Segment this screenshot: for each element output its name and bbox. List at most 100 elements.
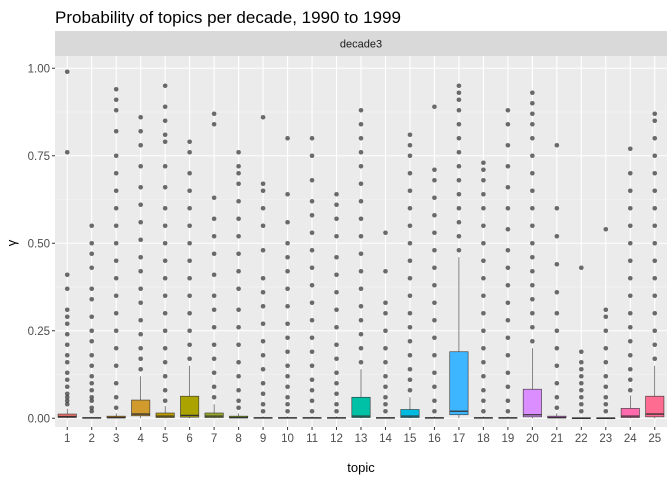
outlier-point — [334, 324, 339, 330]
outlier-point — [162, 387, 168, 393]
outlier-point — [309, 300, 315, 306]
outlier-point — [530, 240, 535, 246]
outlier-point — [334, 391, 339, 397]
outlier-point — [334, 370, 339, 376]
outlier-point — [456, 149, 462, 155]
outlier-point — [64, 286, 70, 292]
x-tick-label: 9 — [260, 433, 266, 445]
outlier-point — [236, 398, 241, 404]
outlier-point — [407, 338, 413, 344]
outlier-point — [481, 177, 486, 183]
x-tick-label: 10 — [281, 433, 294, 445]
outlier-point — [383, 328, 388, 334]
outlier-point — [211, 233, 217, 239]
box-topic-15 — [400, 132, 420, 419]
outlier-point — [187, 310, 192, 316]
outlier-point — [383, 230, 388, 236]
box-topic-5 — [155, 83, 175, 419]
outlier-point — [407, 205, 413, 211]
outlier-point — [505, 384, 511, 390]
outlier-point — [334, 254, 339, 260]
outlier-point — [138, 345, 143, 351]
outlier-point — [309, 135, 315, 141]
outlier-point — [505, 300, 511, 306]
outlier-point — [383, 268, 388, 274]
outlier-point — [432, 300, 437, 306]
outlier-point — [554, 345, 560, 351]
outlier-point — [603, 328, 609, 334]
outlier-point — [64, 377, 70, 383]
outlier-point — [432, 408, 437, 414]
outlier-point — [260, 223, 266, 229]
outlier-point — [113, 258, 119, 264]
y-tick-label: 0.00 — [28, 413, 50, 425]
outlier-point — [627, 366, 633, 372]
x-tick-label: 11 — [306, 433, 318, 445]
outlier-point — [236, 359, 241, 365]
outlier-point — [407, 377, 413, 383]
outlier-point — [260, 188, 266, 194]
outlier-point — [432, 398, 437, 404]
outlier-point — [505, 247, 511, 253]
outlier-point — [236, 216, 241, 222]
outlier-point — [309, 198, 315, 204]
outlier-point — [309, 317, 315, 323]
outlier-point — [505, 317, 511, 323]
outlier-point — [334, 307, 339, 313]
outlier-point — [652, 205, 658, 211]
outlier-point — [603, 394, 609, 400]
box-topic-6 — [180, 139, 200, 419]
outlier-point — [334, 380, 339, 386]
outlier-point — [309, 363, 315, 369]
outlier-point — [187, 275, 192, 281]
outlier-point — [285, 321, 290, 327]
outlier-point — [627, 258, 633, 264]
outlier-point — [627, 275, 633, 281]
outlier-point — [603, 345, 609, 351]
outlier-point — [481, 310, 486, 316]
outlier-point — [530, 268, 535, 274]
outlier-point — [603, 226, 609, 232]
outlier-point — [138, 202, 143, 208]
outlier-point — [432, 335, 437, 341]
outlier-point — [89, 394, 95, 400]
outlier-point — [554, 328, 560, 334]
outlier-point — [138, 286, 143, 292]
outlier-point — [481, 345, 486, 351]
outlier-point — [334, 233, 339, 239]
outlier-point — [162, 310, 168, 316]
outlier-point — [64, 149, 70, 155]
outlier-point — [579, 408, 584, 414]
outlier-point — [358, 198, 364, 204]
outlier-point — [285, 349, 290, 355]
outlier-point — [211, 342, 217, 348]
outlier-point — [627, 188, 633, 194]
outlier-point — [603, 373, 609, 379]
outlier-point — [358, 233, 364, 239]
outlier-point — [383, 359, 388, 365]
outlier-point — [162, 373, 168, 379]
outlier-point — [309, 282, 315, 288]
outlier-point — [334, 356, 339, 362]
outlier-point — [187, 258, 192, 264]
outlier-point — [260, 321, 266, 327]
outlier-point — [481, 328, 486, 334]
outlier-point — [113, 275, 119, 281]
outlier-point — [530, 282, 535, 288]
outlier-point — [383, 373, 388, 379]
box-topic-25 — [645, 111, 665, 419]
outlier-point — [113, 363, 119, 369]
outlier-point — [162, 275, 168, 281]
outlier-point — [358, 303, 364, 309]
outlier-point — [138, 114, 143, 120]
outlier-point — [89, 373, 95, 379]
outlier-point — [285, 286, 290, 292]
outlier-point — [456, 83, 462, 89]
y-axis: 0.00 0.25 0.50 0.75 1.00 — [28, 63, 55, 425]
outlier-point — [211, 307, 217, 313]
x-tick-label: 19 — [501, 433, 514, 445]
outlier-point — [652, 258, 658, 264]
outlier-point — [505, 107, 511, 113]
outlier-point — [260, 114, 266, 120]
outlier-point — [260, 338, 266, 344]
